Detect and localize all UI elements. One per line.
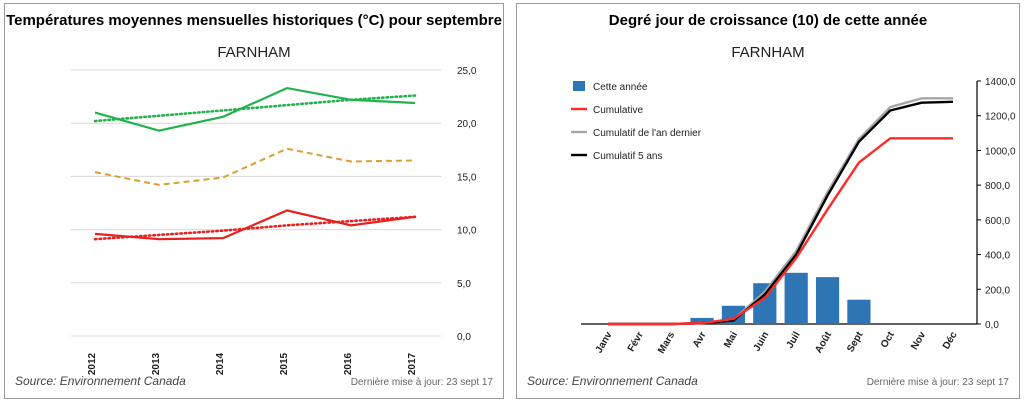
bar [847, 299, 871, 324]
x-tick-label: Mai [722, 330, 740, 350]
x-tick-label: Sept [845, 329, 866, 354]
left-chart-subtitle: FARNHAM [217, 44, 291, 61]
right-chart-panel: Degré jour de croissance (10) de cette a… [516, 3, 1020, 399]
x-tick-label: 2014 [215, 352, 226, 375]
y-tick-label: 200,0 [985, 285, 1010, 296]
series-line [608, 137, 953, 326]
legend-swatch [573, 81, 585, 91]
y-tick-label: 800,0 [985, 181, 1010, 192]
x-tick-label: Avr [691, 330, 709, 350]
right-source-note: Source: Environnement Canada [527, 374, 698, 388]
x-tick-label: 2017 [407, 352, 418, 375]
y-tick-label: 600,0 [985, 216, 1010, 227]
growing-degree-day-chart: 0,0 200,0 400,0 600,0 800,0 1000,0 1200,0 1400,… [571, 77, 1016, 356]
trend-line [93, 215, 417, 241]
left-chart-title: Températures moyennes mensuelles histori… [6, 12, 502, 29]
y-tick-label: 20,0 [457, 119, 477, 130]
series-line [94, 86, 416, 132]
right-update-note: Dernière mise à jour: 23 sept 17 [866, 377, 1009, 388]
series-line [94, 147, 416, 186]
x-tick-label: Juin [752, 330, 772, 353]
y-tick-label: 5,0 [457, 279, 471, 290]
y-tick-label: 0,0 [457, 332, 471, 343]
left-source-note: Source: Environnement Canada [15, 374, 186, 388]
x-tick-label: Juil [785, 330, 803, 351]
y-tick-label: 400,0 [985, 251, 1010, 262]
bar [815, 277, 840, 324]
x-tick-label: Févr [626, 330, 646, 354]
y-tick-label: 1400,0 [985, 77, 1016, 88]
x-tick-label: 2012 [87, 352, 98, 375]
right-chart-subtitle: FARNHAM [731, 44, 805, 61]
x-tick-label: Août [813, 329, 834, 355]
legend-label: Cette année [593, 82, 648, 93]
x-tick-label: Janv [594, 330, 615, 356]
x-tick-label: 2013 [151, 352, 162, 375]
temperature-line-chart: 0,0 5,0 10,0 15,0 20,0 25,0 2012 2013 2014 2015 20… [71, 66, 477, 375]
bar [690, 317, 714, 324]
x-tick-label: 2015 [279, 352, 290, 375]
y-tick-label: 10,0 [457, 226, 477, 237]
left-update-note: Dernière mise à jour: 23 sept 17 [350, 377, 493, 388]
left-chart-panel: Températures moyennes mensuelles histori… [4, 3, 504, 399]
legend-label: Cumulatif de l'an dernier [593, 128, 702, 139]
legend-label: Cumulatif 5 ans [593, 151, 662, 162]
right-chart-title: Degré jour de croissance (10) de cette a… [608, 12, 928, 29]
x-tick-label: Oct [879, 329, 897, 350]
x-tick-label: Déc [941, 330, 960, 352]
y-tick-label: 0,0 [985, 320, 999, 331]
bar [784, 272, 808, 324]
bar [753, 283, 777, 324]
x-tick-label: Mars [656, 330, 677, 356]
trend-line [93, 94, 417, 123]
y-tick-label: 1200,0 [985, 112, 1016, 123]
x-tick-label: 2016 [343, 352, 354, 375]
x-tick-label: Nov [909, 330, 928, 352]
y-tick-label: 1000,0 [985, 146, 1016, 157]
y-tick-label: 15,0 [457, 172, 477, 183]
series-line [94, 209, 416, 241]
legend-label: Cumulative [593, 105, 643, 116]
y-tick-label: 25,0 [457, 66, 477, 77]
